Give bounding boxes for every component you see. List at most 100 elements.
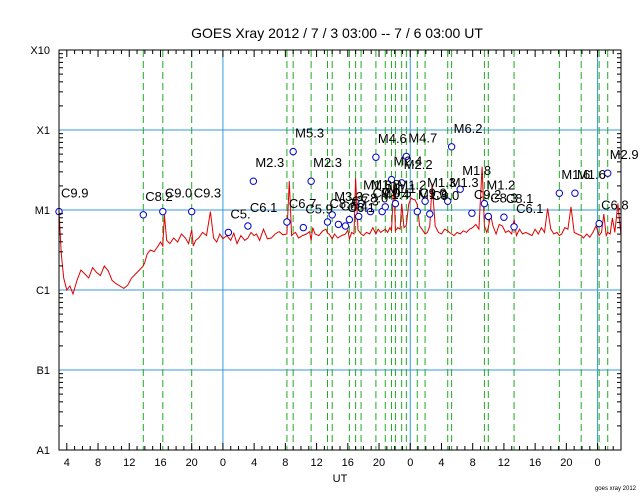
x-tick-label: 4 [438,457,444,469]
flare-peak-marker [289,147,297,156]
event-lines-layer [142,50,609,450]
flare-class-label: M1.6 [561,167,590,182]
flare-class-label: M1.1 [387,181,416,196]
annotation-layer: M1.8 M1.3 M1.4 [371,177,447,202]
flare-class-label: M1.6 [577,167,606,182]
flare-label-layer: C9.9 C8.2C9.0 C9.3C5. C6.1M2.3C6.7M5.3C5.9M… [61,121,639,222]
flare-peak-marker [571,189,579,197]
x-tick-label: 4 [64,457,70,469]
flare-class-label: M2.3 [313,155,342,170]
flare-class-label: M4.7 [408,130,437,145]
flare-peak-marker [341,222,350,230]
flare-class-label: M2.9 [610,147,639,162]
flare-peak-marker [595,219,603,228]
flare-class-label: C9.0 [165,186,192,201]
flare-peak-marker [456,185,464,193]
x-tick-label: 0 [407,457,413,469]
flare-peak-marker [372,153,380,161]
flare-marker-layer [55,143,612,237]
flare-class-label: C6.7 [289,196,316,211]
footer-note: goes xray 2012 [595,486,637,492]
flare-peak-marker [413,207,421,216]
annotation-label: M1.4 [381,187,410,202]
flare-peak-marker [328,211,336,219]
chart-title: GOES Xray 2012 / 7 / 3 03:00 -- 7 / 6 03… [191,25,483,41]
flare-class-label: C5. [230,206,250,221]
flare-class-label: C6.1 [250,200,277,215]
flare-peak-marker [307,177,315,185]
flare-class-label: C8.1 [506,191,533,206]
flare-peak-marker [159,207,167,216]
y-tick-label: A1 [37,445,50,457]
x-tick-label: 8 [470,457,476,469]
flare-class-label: M1.2 [486,178,515,193]
y-tick-label: X1 [37,125,50,137]
flare-class-label: C9.3 [194,186,221,201]
x-tick-label: 12 [310,457,322,469]
flare-peak-marker [334,220,343,229]
flare-class-label: C6.1 [347,200,374,215]
x-axis-ticks: 4 8 12 16 20 0 4 8 12 16 20 0 4 8 12 16 20 0 [58,50,622,469]
x-tick-label: 8 [95,457,101,469]
flare-peak-marker [299,223,308,232]
flare-class-label: C9.0 [419,186,446,201]
flare-peak-marker [224,228,233,237]
flare-class-label: C6.8 [601,198,628,213]
x-tick-label: 4 [251,457,257,469]
flare-peak-marker [187,207,196,216]
flare-peak-marker [447,143,456,151]
y-tick-label: X10 [30,45,50,57]
flare-class-label: C9.0 [432,188,459,203]
flare-peak-marker [139,211,148,219]
flare-peak-marker [444,197,452,205]
flare-class-label: M1.3 [450,175,479,190]
x-tick-label: 16 [342,457,354,469]
flare-class-label: C9.9 [61,186,88,201]
flare-peak-marker [283,218,291,226]
flare-peak-marker [480,199,489,208]
flare-peak-marker [366,207,375,216]
flare-class-label: M2.4 [394,154,423,169]
x-tick-label: 0 [595,457,601,469]
flare-peak-marker [500,213,508,221]
flare-peak-marker [323,218,332,226]
x-axis-label: UT [333,473,348,485]
flare-peak-marker [244,222,252,230]
flare-peak-marker [357,199,365,208]
flare-peak-marker [381,203,389,211]
flare-class-label: C6.1 [516,201,543,216]
flare-class-label: M2.3 [255,155,284,170]
flare-class-label: M1.8 [363,178,392,193]
x-tick-label: 16 [529,457,541,469]
flare-class-label: M5.3 [295,126,324,141]
y-tick-label: M1 [35,205,50,217]
flare-class-label: M3.3 [334,189,363,204]
flare-peak-marker [555,189,564,197]
flare-peak-marker [510,223,518,231]
flare-class-label: M6.2 [454,121,483,136]
flare-peak-marker [604,169,612,177]
x-tick-label: 20 [560,457,572,469]
x-tick-label: 0 [220,457,226,469]
flare-peak-marker [345,215,354,224]
annotation-label: M1.3 [418,187,447,202]
annotation-label: M1.8 [371,177,400,192]
flare-peak-marker [397,179,406,187]
flare-class-label: C8.2 [145,189,172,204]
flare-class-label: C8.0 [361,190,388,205]
flare-peak-marker [426,210,434,218]
x-tick-label: 12 [123,457,135,469]
flare-peak-marker [387,175,396,184]
y-tick-label: B1 [37,365,50,377]
flare-class-label: M1.8 [462,163,491,178]
flare-class-label: M2.2 [404,157,433,172]
flare-class-label: M4.6 [378,131,407,146]
flare-peak-marker [355,212,363,221]
flare-peak-marker [484,212,493,221]
flare-peak-marker [249,177,258,185]
x-tick-label: 8 [282,457,288,469]
flare-class-label: M1.2 [397,178,426,193]
flare-peak-marker [421,197,429,205]
flare-peak-marker [468,209,476,217]
